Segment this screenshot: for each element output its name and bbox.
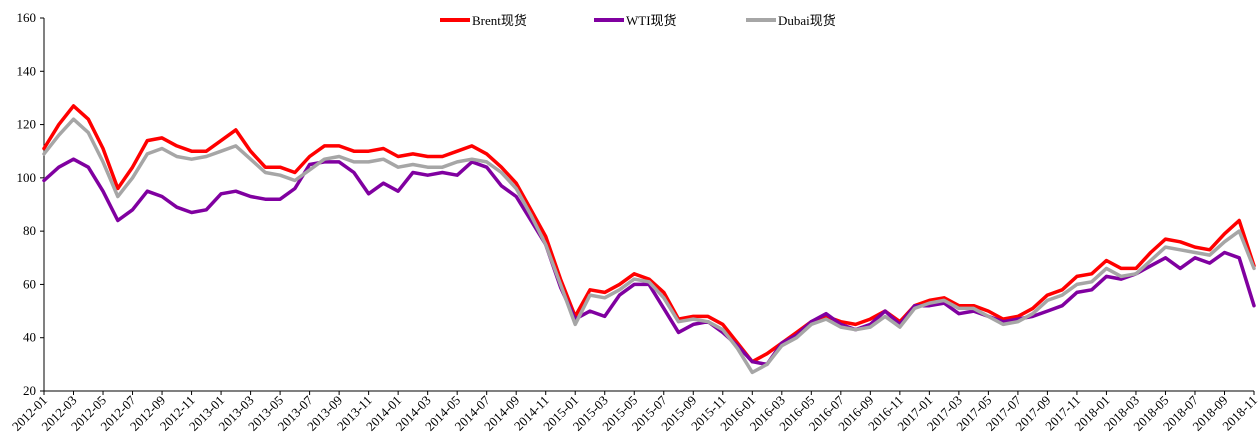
y-tick-label: 80: [23, 223, 36, 238]
x-axis: 2012-012012-032012-052012-072012-092012-…: [9, 390, 1258, 434]
series-line-WTI现货: [42, 157, 1256, 367]
legend-item-brent: Brent现货: [440, 13, 527, 28]
legend-item-dubai: Dubai现货: [746, 13, 836, 28]
y-tick-label: 20: [23, 383, 36, 398]
series-lines: [42, 104, 1256, 375]
legend-label-wti: WTI现货: [626, 13, 677, 28]
legend-item-wti: WTI现货: [594, 13, 677, 28]
series-line-Brent现货: [42, 104, 1256, 364]
legend-label-dubai: Dubai现货: [778, 13, 836, 28]
y-tick-label: 120: [17, 117, 37, 132]
legend: Brent现货 WTI现货 Dubai现货: [440, 13, 836, 28]
y-tick-label: 40: [23, 330, 36, 345]
y-tick-label: 140: [17, 63, 37, 78]
series-line-Dubai现货: [42, 117, 1256, 375]
y-tick-label: 160: [17, 10, 37, 25]
y-tick-label: 100: [17, 170, 37, 185]
y-tick-label: 60: [23, 276, 36, 291]
y-axis: 20 40 60 80 100 120 140 160: [17, 10, 45, 398]
legend-label-brent: Brent现货: [472, 13, 527, 28]
